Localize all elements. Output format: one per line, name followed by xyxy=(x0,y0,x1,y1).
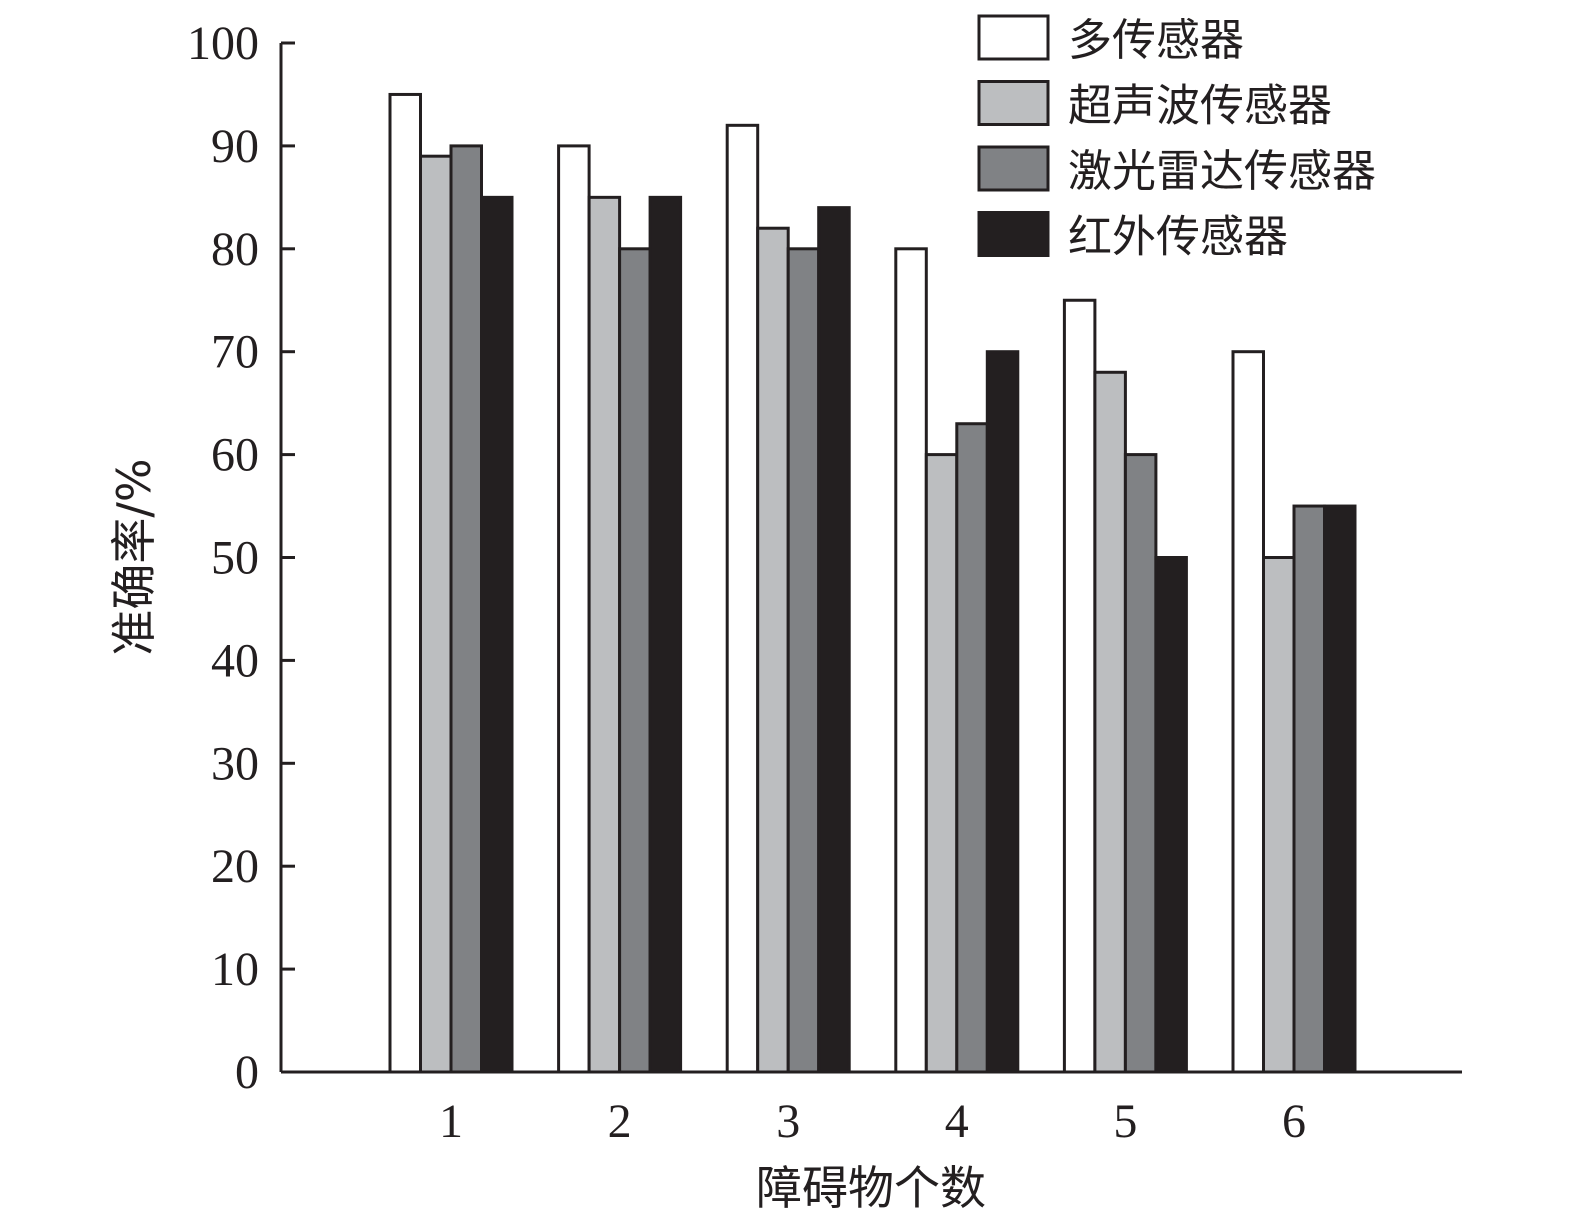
bar xyxy=(786,247,821,1074)
x-tick-label: 5 xyxy=(1113,1095,1137,1148)
bars-layer xyxy=(388,92,1357,1074)
bar xyxy=(618,247,652,1074)
bar xyxy=(1262,556,1296,1074)
bar xyxy=(817,206,851,1074)
bar xyxy=(1231,350,1265,1074)
bar-group xyxy=(725,123,851,1074)
bar xyxy=(955,422,989,1074)
bar xyxy=(388,92,422,1074)
legend-label: 超声波传感器 xyxy=(1068,81,1332,132)
bar-group xyxy=(1062,298,1188,1074)
bar xyxy=(648,195,683,1074)
x-axis-title: 障碍物个数 xyxy=(756,1161,986,1215)
bar xyxy=(985,350,1020,1074)
legend-label: 多传感器 xyxy=(1068,15,1244,66)
y-tick-label: 70 xyxy=(211,326,259,379)
bar xyxy=(1323,504,1357,1074)
legend-label: 红外传感器 xyxy=(1068,212,1288,263)
bar xyxy=(480,195,514,1074)
legend-swatch xyxy=(977,80,1050,126)
bar xyxy=(1062,298,1097,1074)
y-tick-label: 0 xyxy=(235,1046,259,1099)
y-tick-label: 60 xyxy=(211,429,259,482)
legend-item: 激光雷达传感器 xyxy=(977,145,1376,197)
bar xyxy=(1154,556,1188,1074)
x-tick-label: 3 xyxy=(776,1095,800,1148)
bar-group xyxy=(557,144,683,1074)
legend-swatch xyxy=(977,145,1050,192)
bar xyxy=(587,195,622,1074)
x-tick-label: 4 xyxy=(945,1095,969,1148)
bar xyxy=(449,144,483,1074)
y-tick-label: 100 xyxy=(187,17,259,70)
bar xyxy=(756,226,790,1074)
bar xyxy=(557,144,591,1074)
x-tick-label: 2 xyxy=(608,1095,632,1148)
bar-group xyxy=(1231,350,1357,1074)
y-ticks: 0 10 20 30 40 50 60 70 80 90 100 xyxy=(187,17,295,1099)
y-tick-label: 40 xyxy=(211,634,259,687)
legend-item: 多传感器 xyxy=(977,14,1244,66)
y-tick-label: 50 xyxy=(211,532,259,585)
legend-item: 超声波传感器 xyxy=(977,80,1332,132)
y-tick-label: 80 xyxy=(211,223,259,276)
legend-label: 激光雷达传感器 xyxy=(1068,146,1376,197)
legend-item: 红外传感器 xyxy=(977,211,1288,263)
bar xyxy=(1093,370,1127,1074)
bar xyxy=(894,247,928,1074)
bar xyxy=(1292,504,1326,1074)
y-tick-label: 30 xyxy=(211,737,259,790)
bar-group xyxy=(894,247,1020,1074)
x-tick-label: 6 xyxy=(1282,1095,1306,1148)
legend-swatch xyxy=(977,211,1050,257)
bar xyxy=(725,123,760,1074)
x-tick-label: 1 xyxy=(439,1095,463,1148)
y-tick-label: 20 xyxy=(211,840,259,893)
bar-group xyxy=(388,92,514,1074)
y-tick-label: 10 xyxy=(211,943,259,996)
y-axis-title: 准确率/% xyxy=(107,458,161,655)
x-ticks: 1 2 3 4 5 6 xyxy=(439,1095,1306,1148)
legend-swatch xyxy=(977,14,1050,61)
y-tick-label: 90 xyxy=(211,120,259,173)
bar xyxy=(924,453,959,1074)
bar xyxy=(419,154,453,1074)
bar xyxy=(1123,453,1158,1074)
